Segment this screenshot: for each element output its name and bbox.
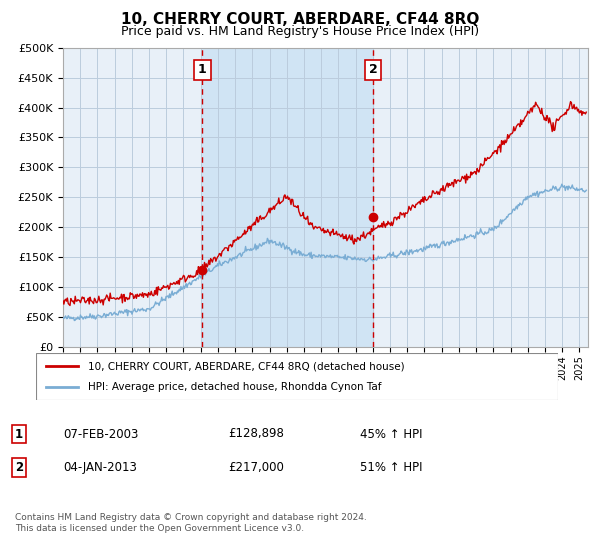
Text: £217,000: £217,000 [228,461,284,474]
Text: 07-FEB-2003: 07-FEB-2003 [63,427,139,441]
Text: 2: 2 [369,63,378,76]
Text: 2: 2 [15,461,23,474]
Text: Price paid vs. HM Land Registry's House Price Index (HPI): Price paid vs. HM Land Registry's House … [121,25,479,38]
FancyBboxPatch shape [36,353,558,400]
Text: 10, CHERRY COURT, ABERDARE, CF44 8RQ: 10, CHERRY COURT, ABERDARE, CF44 8RQ [121,12,479,27]
Text: HPI: Average price, detached house, Rhondda Cynon Taf: HPI: Average price, detached house, Rhon… [88,382,382,392]
Text: 45% ↑ HPI: 45% ↑ HPI [360,427,422,441]
Text: 1: 1 [198,63,207,76]
Text: £128,898: £128,898 [228,427,284,441]
Text: 04-JAN-2013: 04-JAN-2013 [63,461,137,474]
Bar [202,48,373,347]
Text: 10, CHERRY COURT, ABERDARE, CF44 8RQ (detached house): 10, CHERRY COURT, ABERDARE, CF44 8RQ (de… [88,361,405,371]
Text: 1: 1 [15,427,23,441]
Text: This data is licensed under the Open Government Licence v3.0.: This data is licensed under the Open Gov… [15,524,304,533]
Text: 51% ↑ HPI: 51% ↑ HPI [360,461,422,474]
Text: Contains HM Land Registry data © Crown copyright and database right 2024.: Contains HM Land Registry data © Crown c… [15,513,367,522]
